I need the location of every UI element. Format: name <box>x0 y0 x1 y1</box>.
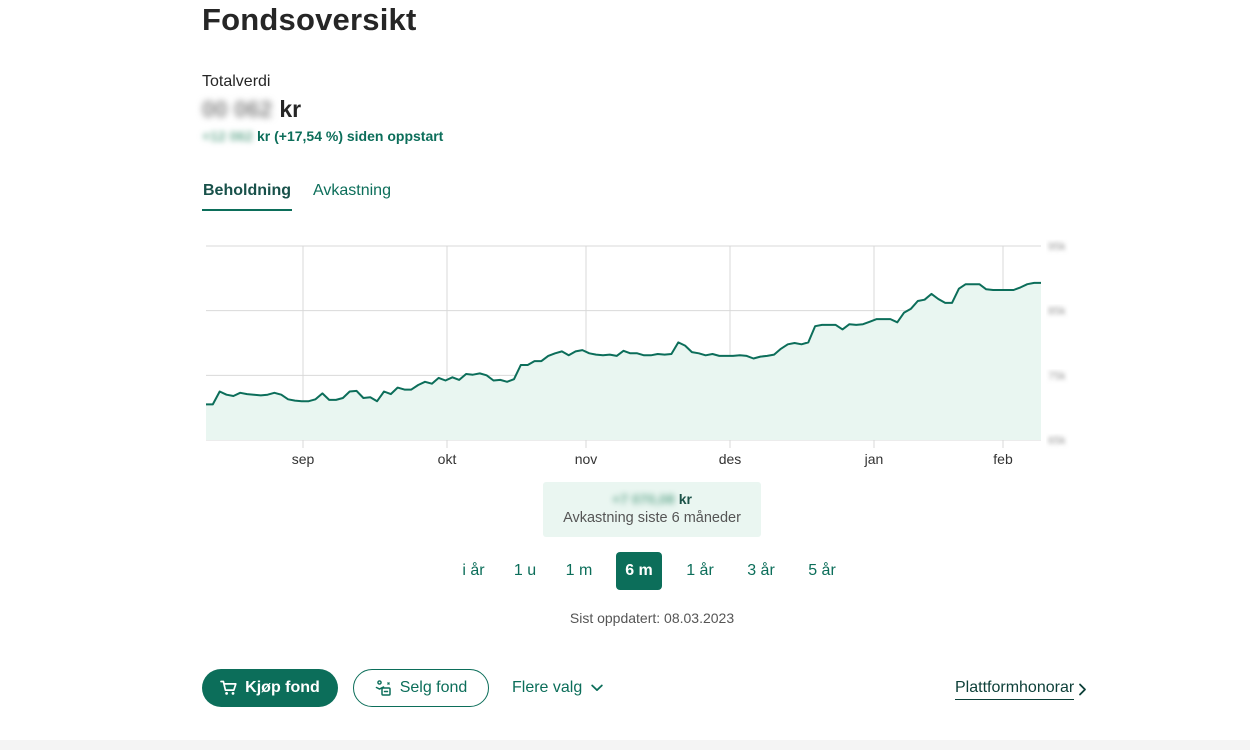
x-tick-label: feb <box>993 451 1013 467</box>
series-area <box>206 282 1041 440</box>
holdings-chart: sep okt nov des jan feb 95k 85k 75k 65k <box>206 241 1066 467</box>
series-line <box>206 281 1041 406</box>
platform-fee-label: Plattformhonorar <box>955 679 1075 700</box>
more-options-label: Flere valg <box>512 679 583 696</box>
x-tick-label: nov <box>575 451 598 467</box>
chevron-right-icon <box>1079 683 1087 696</box>
period-return-box: +7 070,08 kr Avkastning siste 6 måneder <box>543 482 761 537</box>
tab-beholdning[interactable]: Beholdning <box>202 180 292 211</box>
return-since-start: +12 062 kr (+17,54 %) siden oppstart <box>202 128 443 144</box>
period-return-currency: kr <box>678 491 692 507</box>
x-tick-label: okt <box>438 451 457 467</box>
sell-icon <box>375 680 391 696</box>
total-value: 00 062 kr <box>202 96 301 123</box>
period-1-u[interactable]: 1 u <box>513 562 537 579</box>
x-tick-label: des <box>719 451 742 467</box>
y-tick-label: 75k <box>1048 370 1066 382</box>
sell-fund-button[interactable]: Selg fond <box>353 669 489 707</box>
tab-bar: Beholdning Avkastning <box>202 180 392 211</box>
sell-fund-label: Selg fond <box>399 679 468 696</box>
return-text: kr (+17,54 %) siden oppstart <box>257 128 444 144</box>
y-tick-label: 65k <box>1048 435 1066 447</box>
period-3-ar[interactable]: 3 år <box>747 562 775 579</box>
tab-avkastning[interactable]: Avkastning <box>312 182 391 199</box>
total-value-label: Totalverdi <box>202 73 271 90</box>
total-value-currency: kr <box>279 96 302 122</box>
period-1-ar[interactable]: 1 år <box>686 562 714 579</box>
period-1-m[interactable]: 1 m <box>565 562 593 579</box>
period-i-ar[interactable]: i år <box>462 562 485 579</box>
period-6-m[interactable]: 6 m <box>616 552 662 590</box>
footer-bar <box>0 740 1250 750</box>
period-return-value: +7 070,08 kr <box>543 491 761 507</box>
y-tick-label: 95k <box>1048 241 1066 253</box>
period-selector: i år 1 u 1 m 6 m 1 år 3 år 5 år <box>452 552 844 590</box>
x-tick-label: jan <box>864 451 884 467</box>
chevron-down-icon <box>591 684 603 691</box>
period-return-label: Avkastning siste 6 måneder <box>563 510 741 526</box>
y-tick-label: 85k <box>1048 306 1066 318</box>
buy-fund-button[interactable]: Kjøp fond <box>202 669 338 707</box>
return-amount: +12 062 <box>202 128 253 144</box>
cart-icon <box>220 680 237 695</box>
period-5-ar[interactable]: 5 år <box>808 562 836 579</box>
period-return-amount: +7 070,08 <box>612 491 675 507</box>
total-value-amount: 00 062 <box>202 96 273 122</box>
last-updated: Sist oppdatert: 08.03.2023 <box>569 610 735 626</box>
platform-fee-link[interactable]: Plattformhonorar <box>955 679 1087 700</box>
buy-fund-label: Kjøp fond <box>245 679 320 696</box>
x-tick-label: sep <box>292 451 315 467</box>
more-options-button[interactable]: Flere valg <box>512 679 603 697</box>
page-title: Fondsoversikt <box>202 2 417 37</box>
